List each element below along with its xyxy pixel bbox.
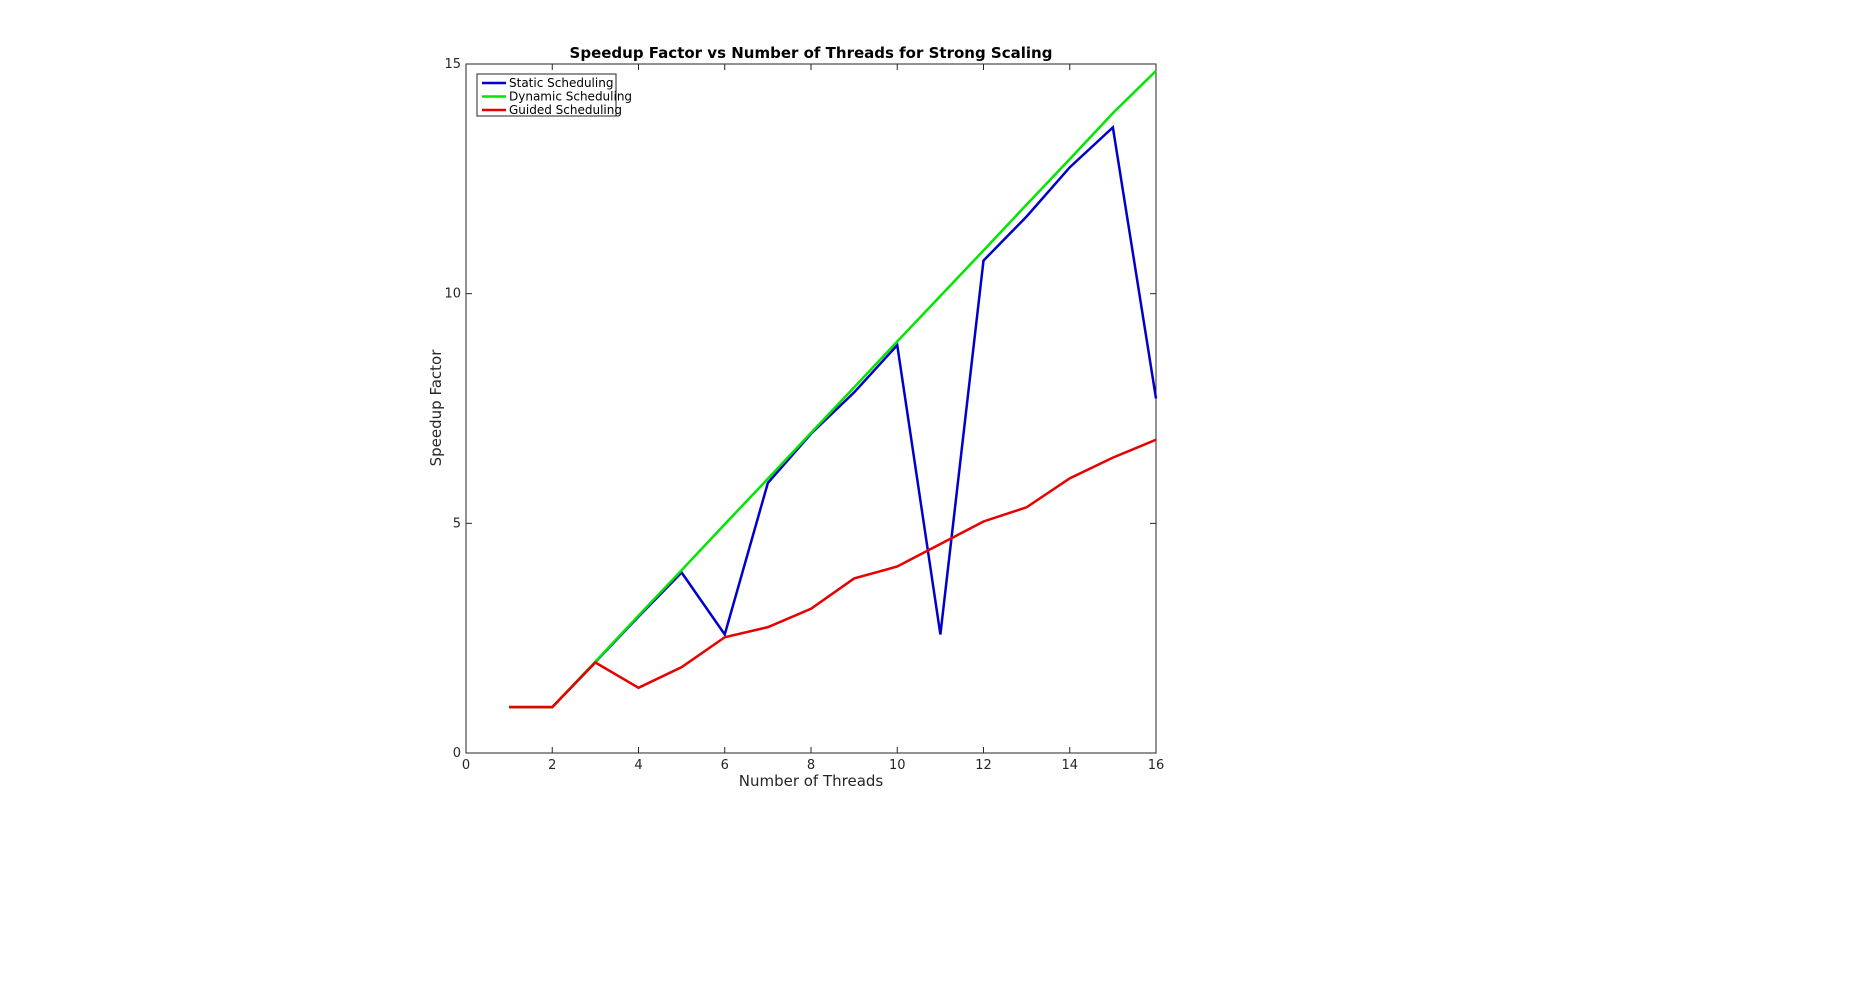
- x-tick-label: 2: [548, 758, 556, 773]
- x-tick-label: 14: [1061, 758, 1078, 773]
- series-line-dynamic-scheduling: [509, 69, 1157, 709]
- legend-label-static-scheduling: Static Scheduling: [509, 76, 613, 90]
- x-axis-label: Number of Threads: [739, 772, 884, 790]
- y-tick-label: 5: [453, 516, 461, 531]
- axes-box: [465, 63, 1157, 754]
- y-tick-label: 15: [444, 57, 461, 72]
- y-axis-ticks: 0 5 10 15: [444, 57, 1156, 761]
- y-tick-label: 0: [453, 746, 461, 761]
- x-tick-label: 16: [1148, 758, 1165, 773]
- x-tick-label: 8: [807, 758, 815, 773]
- series-line-guided-scheduling: [509, 438, 1157, 709]
- x-axis-ticks: 0 2 4 6 8 10 12 14 16: [462, 64, 1164, 773]
- x-tick-label: 4: [634, 758, 642, 773]
- plot-area: 0 2 4 6 8 10 12 14 16 0 5 10 15: [444, 57, 1164, 773]
- legend-label-dynamic-scheduling: Dynamic Scheduling: [509, 90, 632, 104]
- series-lines: [509, 69, 1158, 709]
- x-tick-label: 12: [975, 758, 992, 773]
- y-axis-label: Speedup Factor: [427, 349, 445, 467]
- legend-label-guided-scheduling: Guided Scheduling: [509, 103, 622, 117]
- chart-title: Speedup Factor vs Number of Threads for …: [570, 44, 1053, 62]
- x-tick-label: 6: [721, 758, 729, 773]
- x-tick-label: 0: [462, 758, 470, 773]
- y-tick-label: 10: [444, 287, 461, 302]
- x-tick-label: 10: [889, 758, 906, 773]
